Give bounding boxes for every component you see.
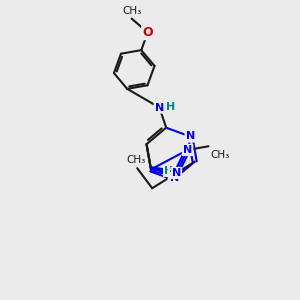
Text: CH₃: CH₃ xyxy=(210,150,229,160)
Text: CH₃: CH₃ xyxy=(126,155,145,165)
Text: H: H xyxy=(166,102,175,112)
Text: N: N xyxy=(172,168,181,178)
Text: H: H xyxy=(164,167,173,176)
Text: N: N xyxy=(170,173,180,183)
Text: N: N xyxy=(183,145,192,155)
Text: O: O xyxy=(142,26,153,39)
Text: N: N xyxy=(186,131,195,142)
Text: N: N xyxy=(169,170,178,180)
Text: CH₃: CH₃ xyxy=(122,6,141,16)
Text: N: N xyxy=(155,103,164,112)
